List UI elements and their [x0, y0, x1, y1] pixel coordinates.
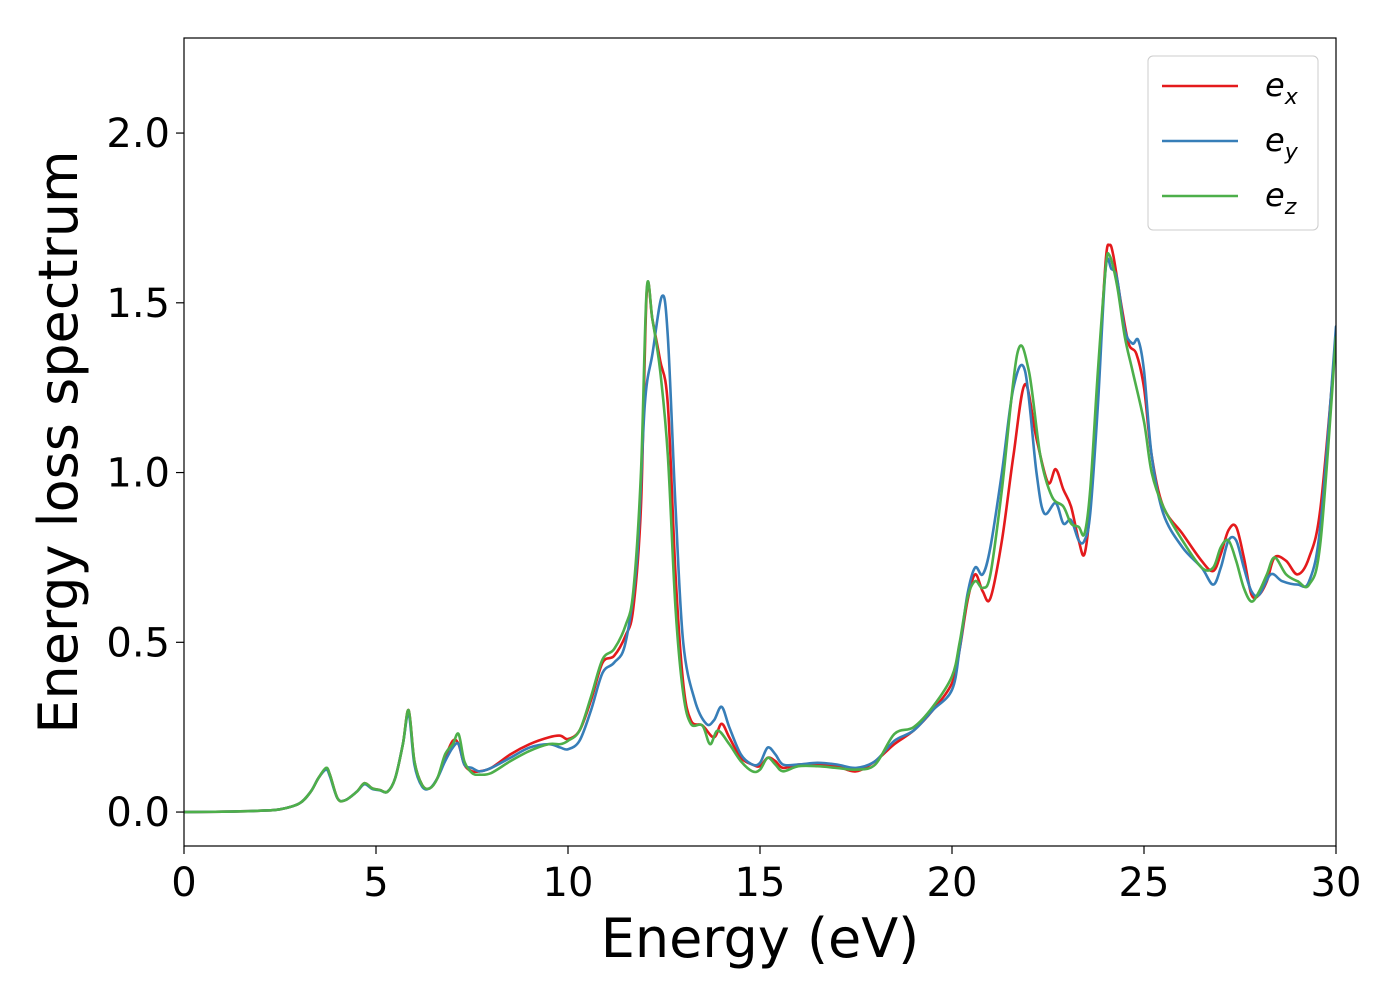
legend-label-y: ey: [1265, 121, 1299, 165]
x-tick-label: 25: [1119, 860, 1170, 906]
series-line-z: [184, 251, 1336, 814]
x-tick-label: 0: [171, 860, 196, 906]
legend-label-main: e: [1265, 66, 1285, 104]
x-tick-label: 20: [927, 860, 978, 906]
x-tick-label: 15: [735, 860, 786, 906]
legend-label-sub: y: [1284, 140, 1299, 165]
y-axis-title: Energy loss spectrum: [27, 150, 90, 733]
legend-label-main: e: [1265, 176, 1285, 214]
y-axis: 0.0 0.5 1.0 1.5 2.0: [106, 111, 184, 836]
y-tick-label: 0.5: [106, 620, 170, 666]
legend-label-z: ez: [1265, 176, 1297, 220]
y-tick-label: 2.0: [106, 111, 170, 157]
y-tick-label: 1.0: [106, 451, 170, 497]
y-tick-label: 0.0: [106, 790, 170, 836]
legend-label-sub: z: [1284, 195, 1297, 220]
legend-label-sub: x: [1284, 85, 1299, 110]
legend-label-main: e: [1265, 121, 1285, 159]
series-layer: [184, 243, 1336, 814]
legend-box: [1147, 55, 1319, 231]
x-axis: 0 5 10 15 20 25 30: [171, 846, 1361, 906]
x-axis-title: Energy (eV): [601, 907, 920, 970]
x-tick-label: 5: [363, 860, 388, 906]
x-tick-label: 10: [543, 860, 594, 906]
legend-label-x: ex: [1265, 66, 1299, 110]
x-tick-label: 30: [1311, 860, 1362, 906]
y-tick-label: 1.5: [106, 281, 170, 327]
